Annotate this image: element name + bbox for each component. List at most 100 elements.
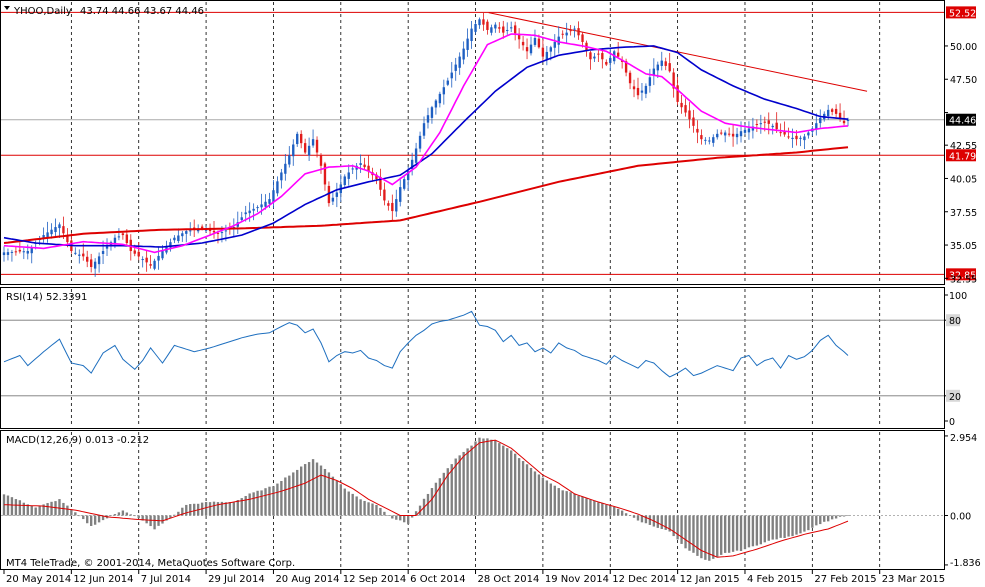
candle-body <box>450 72 453 79</box>
macd-bar <box>521 461 525 516</box>
macd-bar <box>482 438 485 516</box>
macd-bar <box>10 497 14 516</box>
candle-body <box>113 237 117 244</box>
candle-body <box>387 203 390 206</box>
macd-bar <box>628 515 632 516</box>
macd-bar <box>161 515 164 524</box>
candle-body <box>541 47 545 57</box>
macd-bar <box>189 504 192 516</box>
candle-body <box>787 136 790 138</box>
candle-body <box>18 249 22 252</box>
dropdown-triangle-icon[interactable] <box>4 6 10 10</box>
candle-body <box>133 250 136 254</box>
candle-body <box>367 165 370 172</box>
macd-bar <box>137 515 140 518</box>
macd-bar <box>58 499 61 516</box>
candle-body <box>121 233 125 236</box>
candle-body <box>462 48 465 60</box>
candle-body <box>2 252 6 256</box>
candle-body <box>185 231 188 234</box>
candle-body <box>82 253 85 257</box>
macd-bar <box>307 462 311 516</box>
candle-body <box>577 28 580 36</box>
candle-body <box>280 172 283 181</box>
candle-body <box>157 255 160 261</box>
macd-bar <box>688 515 691 551</box>
macd-bar <box>569 492 572 516</box>
candle-body <box>252 208 255 211</box>
candle-body <box>351 168 354 170</box>
macd-bar <box>331 476 335 516</box>
macd-bar <box>779 515 782 538</box>
macd-bar <box>759 515 763 545</box>
macd-bar <box>672 515 675 537</box>
candle-body <box>93 261 97 269</box>
macd-bar <box>395 515 398 520</box>
candle-body <box>521 41 525 46</box>
macd-tick-label: 0.00 <box>950 511 971 522</box>
macd-bar <box>272 486 275 516</box>
macd-bar <box>846 515 850 516</box>
candle-body <box>224 230 228 232</box>
y-tick-label: 42.55 <box>950 141 977 152</box>
macd-bar <box>208 502 212 516</box>
macd-bar <box>327 472 331 516</box>
macd-bar <box>735 515 739 551</box>
macd-bar <box>577 495 580 516</box>
macd-bar <box>624 513 628 516</box>
candle-body <box>347 172 350 179</box>
macd-bar <box>597 502 600 516</box>
macd-bar <box>268 486 271 516</box>
candle-body <box>573 28 576 30</box>
macd-bar <box>696 515 699 556</box>
macd-bar <box>474 441 477 516</box>
candle-body <box>704 139 707 141</box>
candle-body <box>6 252 10 255</box>
candle-body <box>827 109 830 117</box>
macd-bar <box>46 503 49 516</box>
candle-body <box>454 64 457 71</box>
macd-bar <box>763 515 766 543</box>
candle-body <box>490 27 493 33</box>
candle-body <box>363 164 366 168</box>
candle-body <box>553 41 556 48</box>
candle-body <box>624 61 628 73</box>
macd-bar <box>771 515 774 540</box>
candle-body <box>545 51 549 60</box>
macd-bar <box>248 493 251 516</box>
macd-bar <box>557 488 560 516</box>
candle-body <box>173 237 176 241</box>
candle-body <box>482 19 485 25</box>
macd-bar <box>747 515 751 548</box>
macd-bar <box>403 515 406 523</box>
macd-bar <box>22 502 25 516</box>
macd-bar <box>605 504 608 516</box>
candle-body <box>430 107 434 118</box>
candle-body <box>395 199 398 212</box>
rsi-level-box <box>946 314 960 327</box>
x-tick-label: 23 Mar 2015 <box>882 574 945 585</box>
candle-body <box>335 192 339 197</box>
rsi-level-box <box>946 389 960 402</box>
macd-bar <box>125 512 129 516</box>
candle-body <box>196 229 200 232</box>
macd-bar <box>791 515 794 537</box>
macd-bar <box>549 483 553 516</box>
macd-bar <box>38 505 41 516</box>
candle-body <box>533 37 537 45</box>
macd-bar <box>240 498 243 516</box>
rsi-title: RSI(14) 52.3391 <box>6 292 87 303</box>
macd-bar <box>335 480 339 516</box>
macd-tick-label: 2.954 <box>950 433 977 444</box>
macd-bar <box>573 493 576 516</box>
candle-body <box>632 86 636 90</box>
candle-body <box>438 93 442 104</box>
macd-bar <box>343 488 346 516</box>
candle-body <box>220 232 224 234</box>
price-candles <box>2 13 850 277</box>
macd-bar <box>355 496 358 516</box>
candle-body <box>399 187 402 202</box>
macd-bar <box>70 509 73 516</box>
macd-bar <box>668 515 671 532</box>
